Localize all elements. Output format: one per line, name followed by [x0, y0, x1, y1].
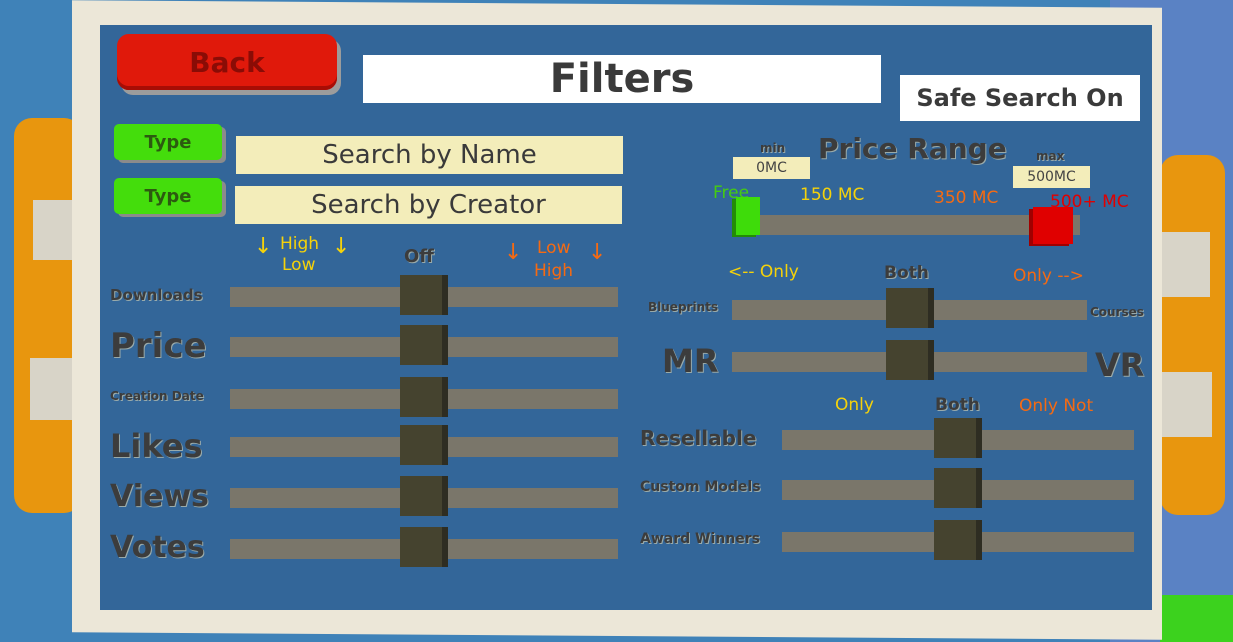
legend-only: Only [835, 395, 874, 415]
legend-high: High [280, 234, 320, 254]
legend-high: High [534, 261, 574, 281]
background-ground [1160, 595, 1233, 642]
max-price-field[interactable]: 500MC [1013, 166, 1090, 188]
right-bracket [1160, 372, 1212, 437]
slider-knob[interactable] [934, 520, 976, 560]
slider-label: Custom Models [640, 479, 761, 495]
slider-label: Likes [110, 427, 203, 465]
tick-150: 150 MC [800, 185, 865, 205]
right-bracket [1160, 232, 1210, 297]
legend-only-not: Only Not [1019, 396, 1094, 416]
price-range-track[interactable] [750, 215, 1080, 235]
price-max-handle[interactable] [1033, 207, 1073, 244]
legend-low: Low [282, 255, 316, 275]
legend-low: Low [537, 238, 571, 258]
left-pillar [14, 118, 82, 513]
price-min-handle[interactable] [736, 197, 760, 235]
slider-label: Blueprints [648, 300, 718, 314]
slider-right-label: VR [1095, 346, 1145, 384]
slider-label: Views [110, 479, 209, 514]
slider-right-label: Courses [1090, 305, 1144, 319]
slider-knob[interactable] [934, 418, 976, 458]
slider-knob[interactable] [400, 275, 442, 315]
slider-knob[interactable] [885, 340, 928, 380]
legend-both: Both [935, 395, 980, 415]
max-label: max [1036, 149, 1065, 163]
slider-knob[interactable] [400, 527, 442, 567]
search-by-creator-input[interactable]: Search by Creator [235, 186, 622, 224]
slider-knob[interactable] [400, 377, 442, 417]
slider-label: Price [110, 326, 207, 366]
slider-knob[interactable] [400, 325, 442, 365]
search-by-name-input[interactable]: Search by Name [236, 136, 623, 174]
price-range-title: Price Range [818, 132, 1007, 165]
slider-label: MR [662, 342, 719, 380]
slider-label: Creation Date [110, 389, 204, 403]
legend-both: Both [884, 263, 929, 283]
slider-label: Votes [110, 530, 205, 565]
min-price-field[interactable]: 0MC [733, 157, 810, 179]
type-creator-button[interactable]: Type [114, 178, 222, 214]
arrow-down-icon: ↓ [332, 234, 351, 259]
back-button[interactable]: Back [117, 34, 337, 90]
tick-350: 350 MC [934, 188, 999, 208]
slider-label: Award Winners [640, 531, 760, 547]
slider-knob[interactable] [934, 468, 976, 508]
arrow-down-icon: ↓ [504, 240, 523, 265]
right-pillar [1160, 155, 1225, 515]
page-title: Filters [363, 55, 881, 103]
slider-label: Resellable [640, 426, 757, 450]
safe-search-toggle[interactable]: Safe Search On [900, 75, 1140, 121]
legend-off: Off [404, 246, 434, 267]
slider-knob[interactable] [400, 425, 442, 465]
slider-label: Downloads [110, 285, 203, 304]
arrow-down-icon: ↓ [254, 234, 273, 259]
slider-knob[interactable] [400, 476, 442, 516]
arrow-down-icon: ↓ [588, 240, 607, 265]
legend-left-only: <-- Only [728, 262, 799, 282]
slider-knob[interactable] [885, 288, 928, 328]
type-name-button[interactable]: Type [114, 124, 222, 160]
legend-right-only: Only --> [1013, 266, 1084, 286]
min-label: min [760, 141, 786, 155]
